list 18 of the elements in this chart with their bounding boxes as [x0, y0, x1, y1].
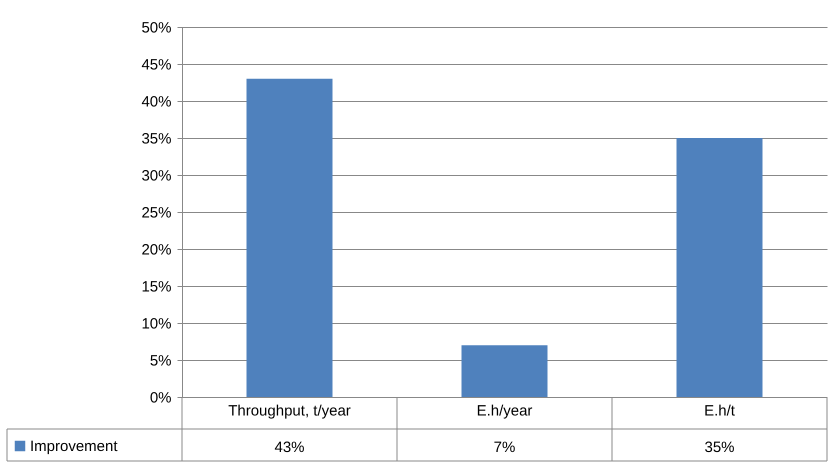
- data-label: 43%: [274, 439, 305, 456]
- y-tick-label: 15%: [141, 278, 172, 296]
- y-tick-label: 30%: [141, 168, 172, 184]
- y-tick-label: 10%: [141, 316, 172, 332]
- y-tick-label: 45%: [141, 56, 172, 74]
- data-label: 35%: [704, 439, 735, 456]
- y-tick-label: 25%: [141, 204, 172, 222]
- y-tick-label: 20%: [141, 242, 172, 258]
- y-tick-label: 0%: [150, 390, 172, 406]
- legend-label: Improvement: [30, 438, 118, 455]
- data-label: 7%: [494, 439, 516, 456]
- y-tick-label: 50%: [141, 20, 172, 36]
- y-tick-label: 40%: [141, 94, 172, 110]
- y-tick-label: 5%: [150, 352, 172, 370]
- x-tick-label: E.h/t: [704, 402, 736, 420]
- y-tick-label: 35%: [141, 130, 172, 148]
- x-tick-label: Throughput, t/year: [228, 402, 351, 420]
- x-tick-label: E.h/year: [476, 402, 532, 420]
